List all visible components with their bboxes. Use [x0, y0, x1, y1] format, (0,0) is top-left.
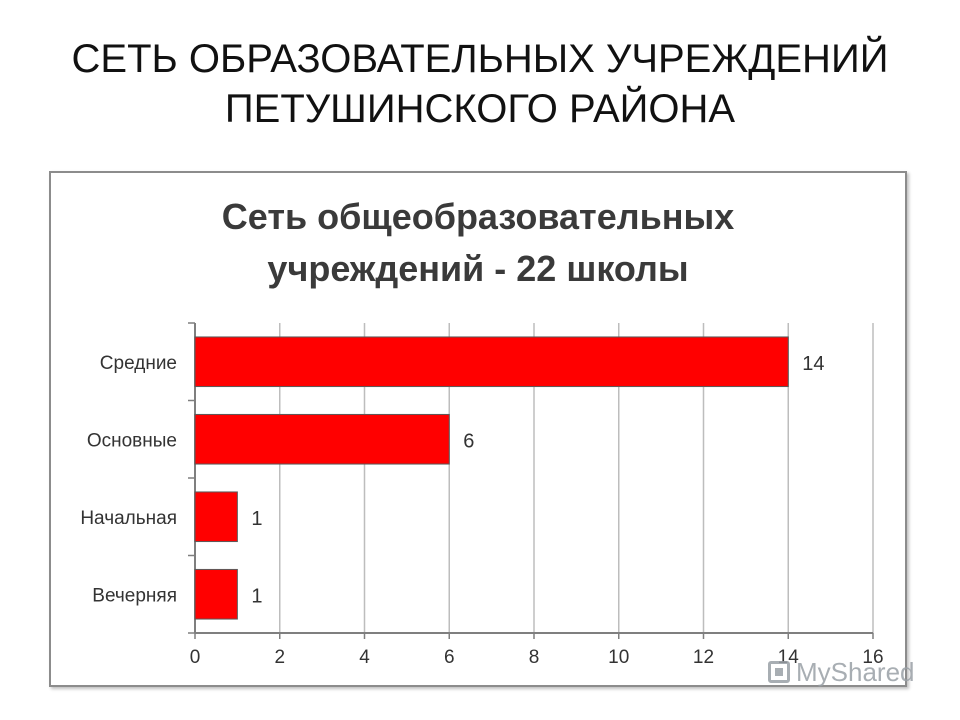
category-label-3: Начальная	[80, 508, 177, 529]
data-label-3: 1	[251, 508, 262, 530]
data-label-4: 1	[251, 585, 262, 607]
x-tick-label-12: 12	[693, 647, 714, 668]
bar-1	[194, 336, 789, 388]
myshared-logo-icon	[768, 661, 790, 683]
watermark: MyShared	[768, 656, 915, 688]
category-label-4: Вечерняя	[92, 585, 177, 606]
x-tick-label-10: 10	[608, 647, 629, 668]
x-tick-label-2: 2	[274, 647, 285, 668]
x-tick-label-0: 0	[190, 647, 201, 668]
chart-title-line-2: учреждений - 22 школы	[267, 248, 688, 289]
bar-3	[194, 491, 238, 543]
bar-4	[194, 568, 238, 620]
category-label-1: Средние	[100, 353, 177, 374]
data-label-2: 6	[463, 430, 474, 452]
x-tick-label-4: 4	[359, 647, 370, 668]
slide-title-line-2: ПЕТУШИНСКОГО РАЙОНА	[224, 87, 736, 131]
bar-2	[194, 413, 450, 465]
data-label-1: 14	[802, 353, 824, 375]
category-label-2: Основные	[87, 430, 177, 451]
x-tick-label-6: 6	[444, 647, 455, 668]
watermark-text: MyShared	[796, 656, 915, 687]
slide-title: СЕТЬ ОБРАЗОВАТЕЛЬНЫХ УЧРЕЖДЕНИЙ ПЕТУШИНС…	[0, 34, 960, 134]
x-tick-label-16: 16	[862, 647, 883, 668]
chart-title-line-1: Сеть общеобразовательных	[222, 196, 734, 237]
x-tick-label-8: 8	[529, 647, 540, 668]
slide-title-line-1: СЕТЬ ОБРАЗОВАТЕЛЬНЫХ УЧРЕЖДЕНИЙ	[71, 37, 889, 81]
bar-chart: Сеть общеобразовательных учреждений - 22 …	[80, 196, 883, 668]
chart-frame: Сеть общеобразовательных учреждений - 22 …	[49, 171, 907, 687]
